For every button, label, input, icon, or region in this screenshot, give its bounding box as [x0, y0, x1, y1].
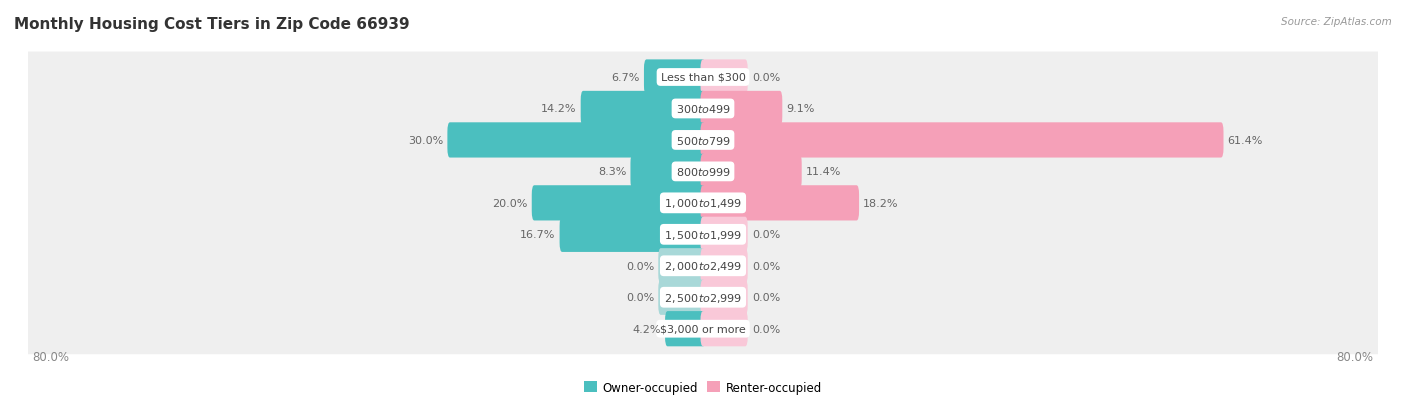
Text: 80.0%: 80.0%: [1337, 350, 1374, 363]
Legend: Owner-occupied, Renter-occupied: Owner-occupied, Renter-occupied: [579, 376, 827, 399]
Text: $300 to $499: $300 to $499: [675, 103, 731, 115]
Text: 16.7%: 16.7%: [520, 230, 555, 240]
FancyBboxPatch shape: [700, 154, 801, 190]
Text: 0.0%: 0.0%: [626, 261, 654, 271]
Text: 11.4%: 11.4%: [806, 167, 841, 177]
Text: 4.2%: 4.2%: [633, 324, 661, 334]
Text: Source: ZipAtlas.com: Source: ZipAtlas.com: [1281, 17, 1392, 26]
FancyBboxPatch shape: [665, 311, 706, 347]
Text: 0.0%: 0.0%: [626, 292, 654, 302]
Text: Less than $300: Less than $300: [661, 73, 745, 83]
Text: $2,000 to $2,499: $2,000 to $2,499: [664, 260, 742, 273]
FancyBboxPatch shape: [24, 52, 1382, 103]
Text: 0.0%: 0.0%: [752, 73, 780, 83]
Text: 8.3%: 8.3%: [598, 167, 626, 177]
FancyBboxPatch shape: [24, 84, 1382, 135]
Text: $1,500 to $1,999: $1,500 to $1,999: [664, 228, 742, 241]
FancyBboxPatch shape: [700, 311, 748, 347]
Text: 6.7%: 6.7%: [612, 73, 640, 83]
Text: 0.0%: 0.0%: [752, 324, 780, 334]
Text: 0.0%: 0.0%: [752, 292, 780, 302]
FancyBboxPatch shape: [24, 304, 1382, 354]
Text: $800 to $999: $800 to $999: [675, 166, 731, 178]
Text: $3,000 or more: $3,000 or more: [661, 324, 745, 334]
FancyBboxPatch shape: [644, 60, 706, 95]
FancyBboxPatch shape: [700, 123, 1223, 158]
Text: $2,500 to $2,999: $2,500 to $2,999: [664, 291, 742, 304]
FancyBboxPatch shape: [24, 209, 1382, 260]
FancyBboxPatch shape: [24, 115, 1382, 166]
Text: $500 to $799: $500 to $799: [675, 135, 731, 147]
FancyBboxPatch shape: [24, 272, 1382, 323]
Text: $1,000 to $1,499: $1,000 to $1,499: [664, 197, 742, 210]
Text: Monthly Housing Cost Tiers in Zip Code 66939: Monthly Housing Cost Tiers in Zip Code 6…: [14, 17, 409, 31]
FancyBboxPatch shape: [700, 280, 748, 315]
FancyBboxPatch shape: [581, 92, 706, 127]
Text: 20.0%: 20.0%: [492, 198, 527, 208]
FancyBboxPatch shape: [630, 154, 706, 190]
FancyBboxPatch shape: [700, 249, 748, 284]
Text: 0.0%: 0.0%: [752, 230, 780, 240]
Text: 80.0%: 80.0%: [32, 350, 69, 363]
FancyBboxPatch shape: [700, 217, 748, 252]
FancyBboxPatch shape: [700, 186, 859, 221]
FancyBboxPatch shape: [700, 60, 748, 95]
FancyBboxPatch shape: [658, 249, 706, 284]
FancyBboxPatch shape: [24, 147, 1382, 197]
FancyBboxPatch shape: [560, 217, 706, 252]
FancyBboxPatch shape: [447, 123, 706, 158]
Text: 14.2%: 14.2%: [541, 104, 576, 114]
FancyBboxPatch shape: [24, 178, 1382, 229]
Text: 18.2%: 18.2%: [863, 198, 898, 208]
Text: 9.1%: 9.1%: [786, 104, 815, 114]
Text: 61.4%: 61.4%: [1227, 135, 1263, 145]
FancyBboxPatch shape: [531, 186, 706, 221]
FancyBboxPatch shape: [700, 92, 782, 127]
Text: 0.0%: 0.0%: [752, 261, 780, 271]
FancyBboxPatch shape: [658, 280, 706, 315]
Text: 30.0%: 30.0%: [408, 135, 443, 145]
FancyBboxPatch shape: [24, 241, 1382, 292]
